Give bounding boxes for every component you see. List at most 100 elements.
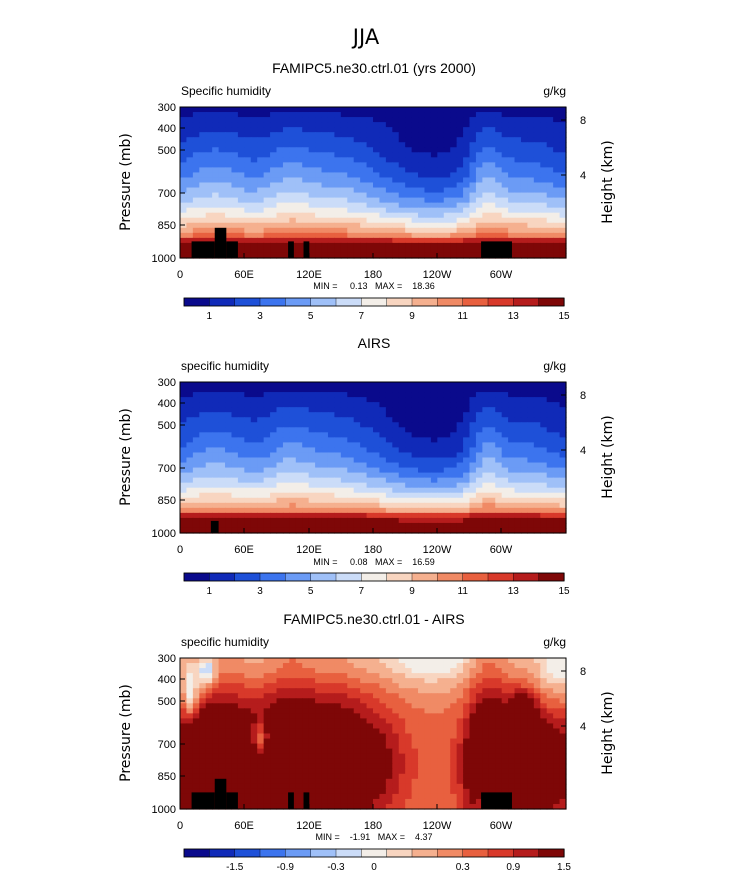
- field-cell: [309, 112, 316, 118]
- field-cell: [399, 734, 406, 740]
- field-cell: [482, 437, 489, 443]
- field-cell: [392, 382, 399, 388]
- field-cell: [367, 198, 374, 204]
- field-cell: [186, 167, 193, 173]
- field-cell: [360, 233, 367, 239]
- field-cell: [553, 508, 560, 514]
- field-cell: [322, 152, 329, 158]
- field-cell: [495, 452, 502, 458]
- field-cell: [322, 698, 329, 704]
- field-cell: [251, 728, 258, 734]
- field-cell: [476, 223, 483, 229]
- field-cell: [193, 754, 200, 760]
- field-cell: [238, 432, 245, 438]
- field-cell: [470, 238, 477, 244]
- field-cell: [270, 218, 277, 224]
- field-cell: [180, 498, 187, 504]
- field-cell: [386, 503, 393, 509]
- field-cell: [219, 193, 226, 199]
- field-cell: [502, 673, 509, 679]
- field-cell: [515, 422, 522, 428]
- field-cell: [212, 698, 219, 704]
- field-cell: [386, 203, 393, 209]
- field-cell: [354, 673, 361, 679]
- field-cell: [251, 723, 258, 729]
- field-cell: [392, 193, 399, 199]
- field-cell: [186, 513, 193, 519]
- field-cell: [444, 503, 451, 509]
- field-cell: [437, 693, 444, 699]
- field-cell: [444, 193, 451, 199]
- field-cell: [508, 668, 515, 674]
- field-cell: [463, 678, 470, 684]
- field-cell: [373, 243, 380, 249]
- field-cell: [334, 427, 341, 433]
- field-cell: [206, 734, 213, 740]
- field-cell: [309, 228, 316, 234]
- field-cell: [515, 759, 522, 765]
- field-cell: [379, 498, 386, 504]
- field-cell: [534, 382, 541, 388]
- field-cell: [386, 437, 393, 443]
- field-cell: [322, 442, 329, 448]
- field-cell: [225, 744, 232, 750]
- field-cell: [521, 177, 528, 183]
- field-cell: [199, 703, 206, 709]
- field-cell: [489, 147, 496, 153]
- field-cell: [527, 238, 534, 244]
- field-cell: [495, 668, 502, 674]
- field-cell: [431, 223, 438, 229]
- field-cell: [302, 508, 309, 514]
- field-cell: [277, 183, 284, 189]
- field-cell: [193, 683, 200, 689]
- field-cell: [257, 137, 264, 143]
- field-cell: [315, 688, 322, 694]
- field-cell: [251, 447, 258, 453]
- field-cell: [515, 739, 522, 745]
- field-cell: [379, 402, 386, 408]
- field-cell: [470, 127, 477, 133]
- field-cell: [540, 683, 547, 689]
- field-cell: [193, 498, 200, 504]
- field-cell: [186, 177, 193, 183]
- field-cell: [521, 233, 528, 239]
- colorbar-swatch: [513, 573, 539, 581]
- field-cell: [482, 754, 489, 760]
- field-cell: [495, 183, 502, 189]
- field-cell: [463, 203, 470, 209]
- field-cell: [386, 107, 393, 113]
- field-cell: [489, 513, 496, 519]
- field-cell: [424, 107, 431, 113]
- field-cell: [418, 759, 425, 765]
- field-cell: [199, 688, 206, 694]
- field-cell: [244, 228, 251, 234]
- field-cell: [231, 117, 238, 123]
- field-cell: [553, 718, 560, 724]
- field-cell: [289, 488, 296, 494]
- field-cell: [450, 723, 457, 729]
- topography-block: [192, 241, 215, 258]
- field-cell: [186, 759, 193, 765]
- field-cell: [547, 127, 554, 133]
- field-cell: [412, 233, 419, 239]
- field-cell: [315, 382, 322, 388]
- field-cell: [289, 718, 296, 724]
- field-cell: [270, 513, 277, 519]
- field-cell: [354, 233, 361, 239]
- field-cell: [322, 683, 329, 689]
- field-cell: [392, 162, 399, 168]
- field-cell: [354, 198, 361, 204]
- field-cell: [412, 518, 419, 524]
- field-cell: [489, 422, 496, 428]
- field-cell: [289, 208, 296, 214]
- field-cell: [495, 673, 502, 679]
- field-cell: [251, 488, 258, 494]
- field-cell: [283, 427, 290, 433]
- field-cell: [444, 392, 451, 398]
- field-cell: [412, 447, 419, 453]
- field-cell: [476, 458, 483, 464]
- field-cell: [502, 739, 509, 745]
- field-cell: [334, 683, 341, 689]
- field-cell: [206, 463, 213, 469]
- field-cell: [457, 228, 464, 234]
